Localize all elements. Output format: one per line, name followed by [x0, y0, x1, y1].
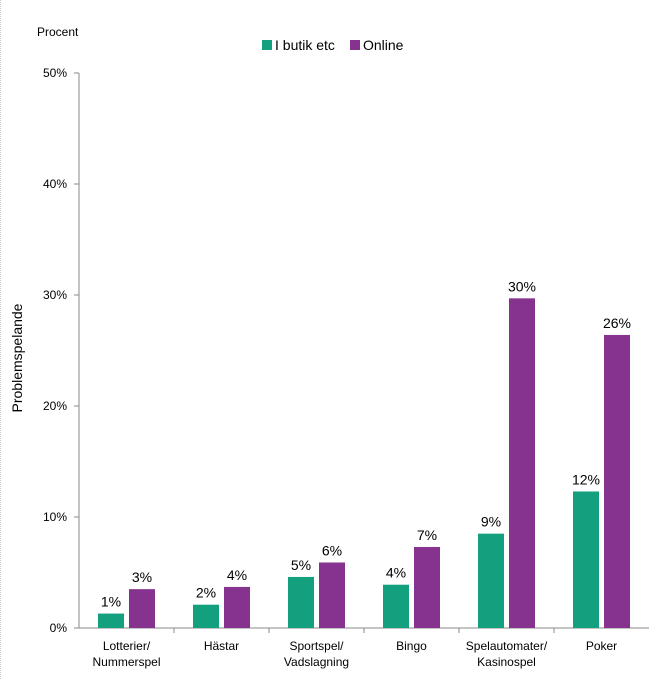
y-axis-title: Problemspelande: [9, 303, 25, 412]
legend-swatch: [262, 40, 272, 50]
category-label: Poker: [586, 639, 617, 653]
axes: 0% 10% 20% 30% 40% 50%: [43, 66, 649, 635]
category-label-line: Lotterier/: [103, 639, 151, 653]
y-tick-label: 40%: [43, 177, 67, 191]
category-label-line: Hästar: [204, 639, 239, 653]
category-label: Hästar: [204, 639, 239, 653]
category-label-line: Vadslagning: [284, 655, 349, 669]
category-label-line: Bingo: [396, 639, 427, 653]
category-label-line: Nummerspel: [92, 655, 160, 669]
data-label: 26%: [603, 315, 631, 331]
bar: [509, 298, 535, 628]
bar: [98, 613, 124, 628]
category-label: Lotterier/Nummerspel: [92, 639, 160, 669]
unit-label: Procent: [37, 25, 79, 39]
data-label: 7%: [417, 527, 437, 543]
y-tick-label: 50%: [43, 66, 67, 80]
bar: [604, 334, 630, 628]
data-label: 5%: [291, 557, 311, 573]
data-label: 4%: [386, 565, 406, 581]
category-label: Spelautomater/Kasinospel: [466, 639, 548, 669]
category-label-line: Kasinospel: [477, 655, 536, 669]
bar: [414, 546, 440, 628]
data-label: 2%: [196, 585, 216, 601]
data-label: 1%: [101, 594, 121, 610]
data-label: 3%: [132, 569, 152, 585]
bar: [319, 562, 345, 628]
y-tick-label: 10%: [43, 510, 67, 524]
y-tick-label: 30%: [43, 288, 67, 302]
legend-label: I butik etc: [275, 37, 335, 53]
page-left-border: [0, 0, 2, 679]
bar: [224, 586, 250, 628]
bar: [288, 576, 314, 628]
legend-label: Online: [363, 37, 404, 53]
legend: I butik etc Online: [262, 37, 404, 53]
y-tick-label: 0%: [50, 621, 68, 635]
data-label: 30%: [508, 278, 536, 294]
bar: [383, 584, 409, 628]
y-tick-label: 20%: [43, 399, 67, 413]
category-labels: Lotterier/Nummerspel Hästar Sportspel/Vads…: [92, 639, 617, 669]
category-label-line: Poker: [586, 639, 617, 653]
bar: [478, 533, 504, 628]
category-label-line: Spelautomater/: [466, 639, 548, 653]
category-label: Sportspel/Vadslagning: [284, 639, 349, 669]
data-label: 12%: [572, 471, 600, 487]
category-label: Bingo: [396, 639, 427, 653]
data-label: 6%: [322, 543, 342, 559]
legend-swatch: [350, 40, 360, 50]
bar: [129, 589, 155, 628]
bars: [98, 298, 630, 628]
bar: [573, 491, 599, 628]
data-label: 4%: [227, 567, 247, 583]
category-label-line: Sportspel/: [289, 639, 344, 653]
data-labels: 1% 3% 2% 4% 5% 6% 4% 7% 9% 30% 12% 26%: [101, 278, 631, 609]
bar: [193, 604, 219, 628]
data-label: 9%: [481, 514, 501, 530]
